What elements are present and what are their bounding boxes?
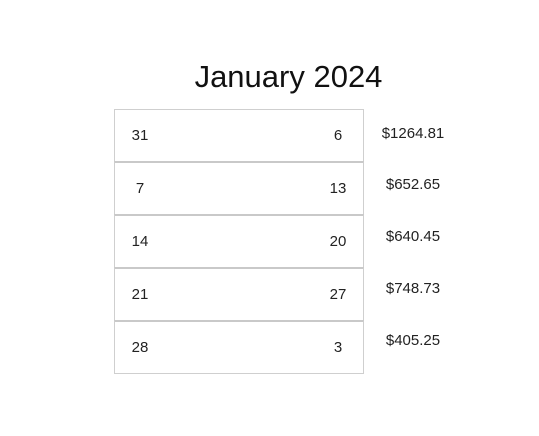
week-end-day: 13 [329, 180, 347, 197]
week-row[interactable]: 31 6 [114, 109, 364, 162]
week-row[interactable]: 7 13 [114, 161, 364, 215]
week-end-day: 27 [329, 286, 347, 303]
week-end-day: 6 [333, 127, 343, 144]
month-title: January 2024 [194, 59, 383, 94]
week-row[interactable]: 14 20 [114, 214, 364, 268]
week-start-day: 14 [131, 233, 149, 250]
weekly-amount-list: $1264.81 $652.65 $640.45 $748.73 $405.25 [364, 109, 462, 368]
weekly-amount: $1264.81 [381, 125, 445, 142]
weekly-amount: $748.73 [385, 280, 441, 297]
week-start-day: 21 [131, 286, 149, 303]
week-row[interactable]: 21 27 [114, 267, 364, 321]
weekly-amount: $405.25 [385, 332, 441, 349]
week-list: 31 6 7 13 14 20 21 27 28 3 [114, 109, 364, 374]
week-end-day: 20 [329, 233, 347, 250]
week-start-day: 28 [131, 339, 149, 356]
week-start-day: 31 [131, 127, 149, 144]
week-end-day: 3 [333, 339, 343, 356]
week-row[interactable]: 28 3 [114, 320, 364, 374]
week-start-day: 7 [135, 180, 145, 197]
weekly-amount: $652.65 [385, 176, 441, 193]
weekly-amount: $640.45 [385, 228, 441, 245]
